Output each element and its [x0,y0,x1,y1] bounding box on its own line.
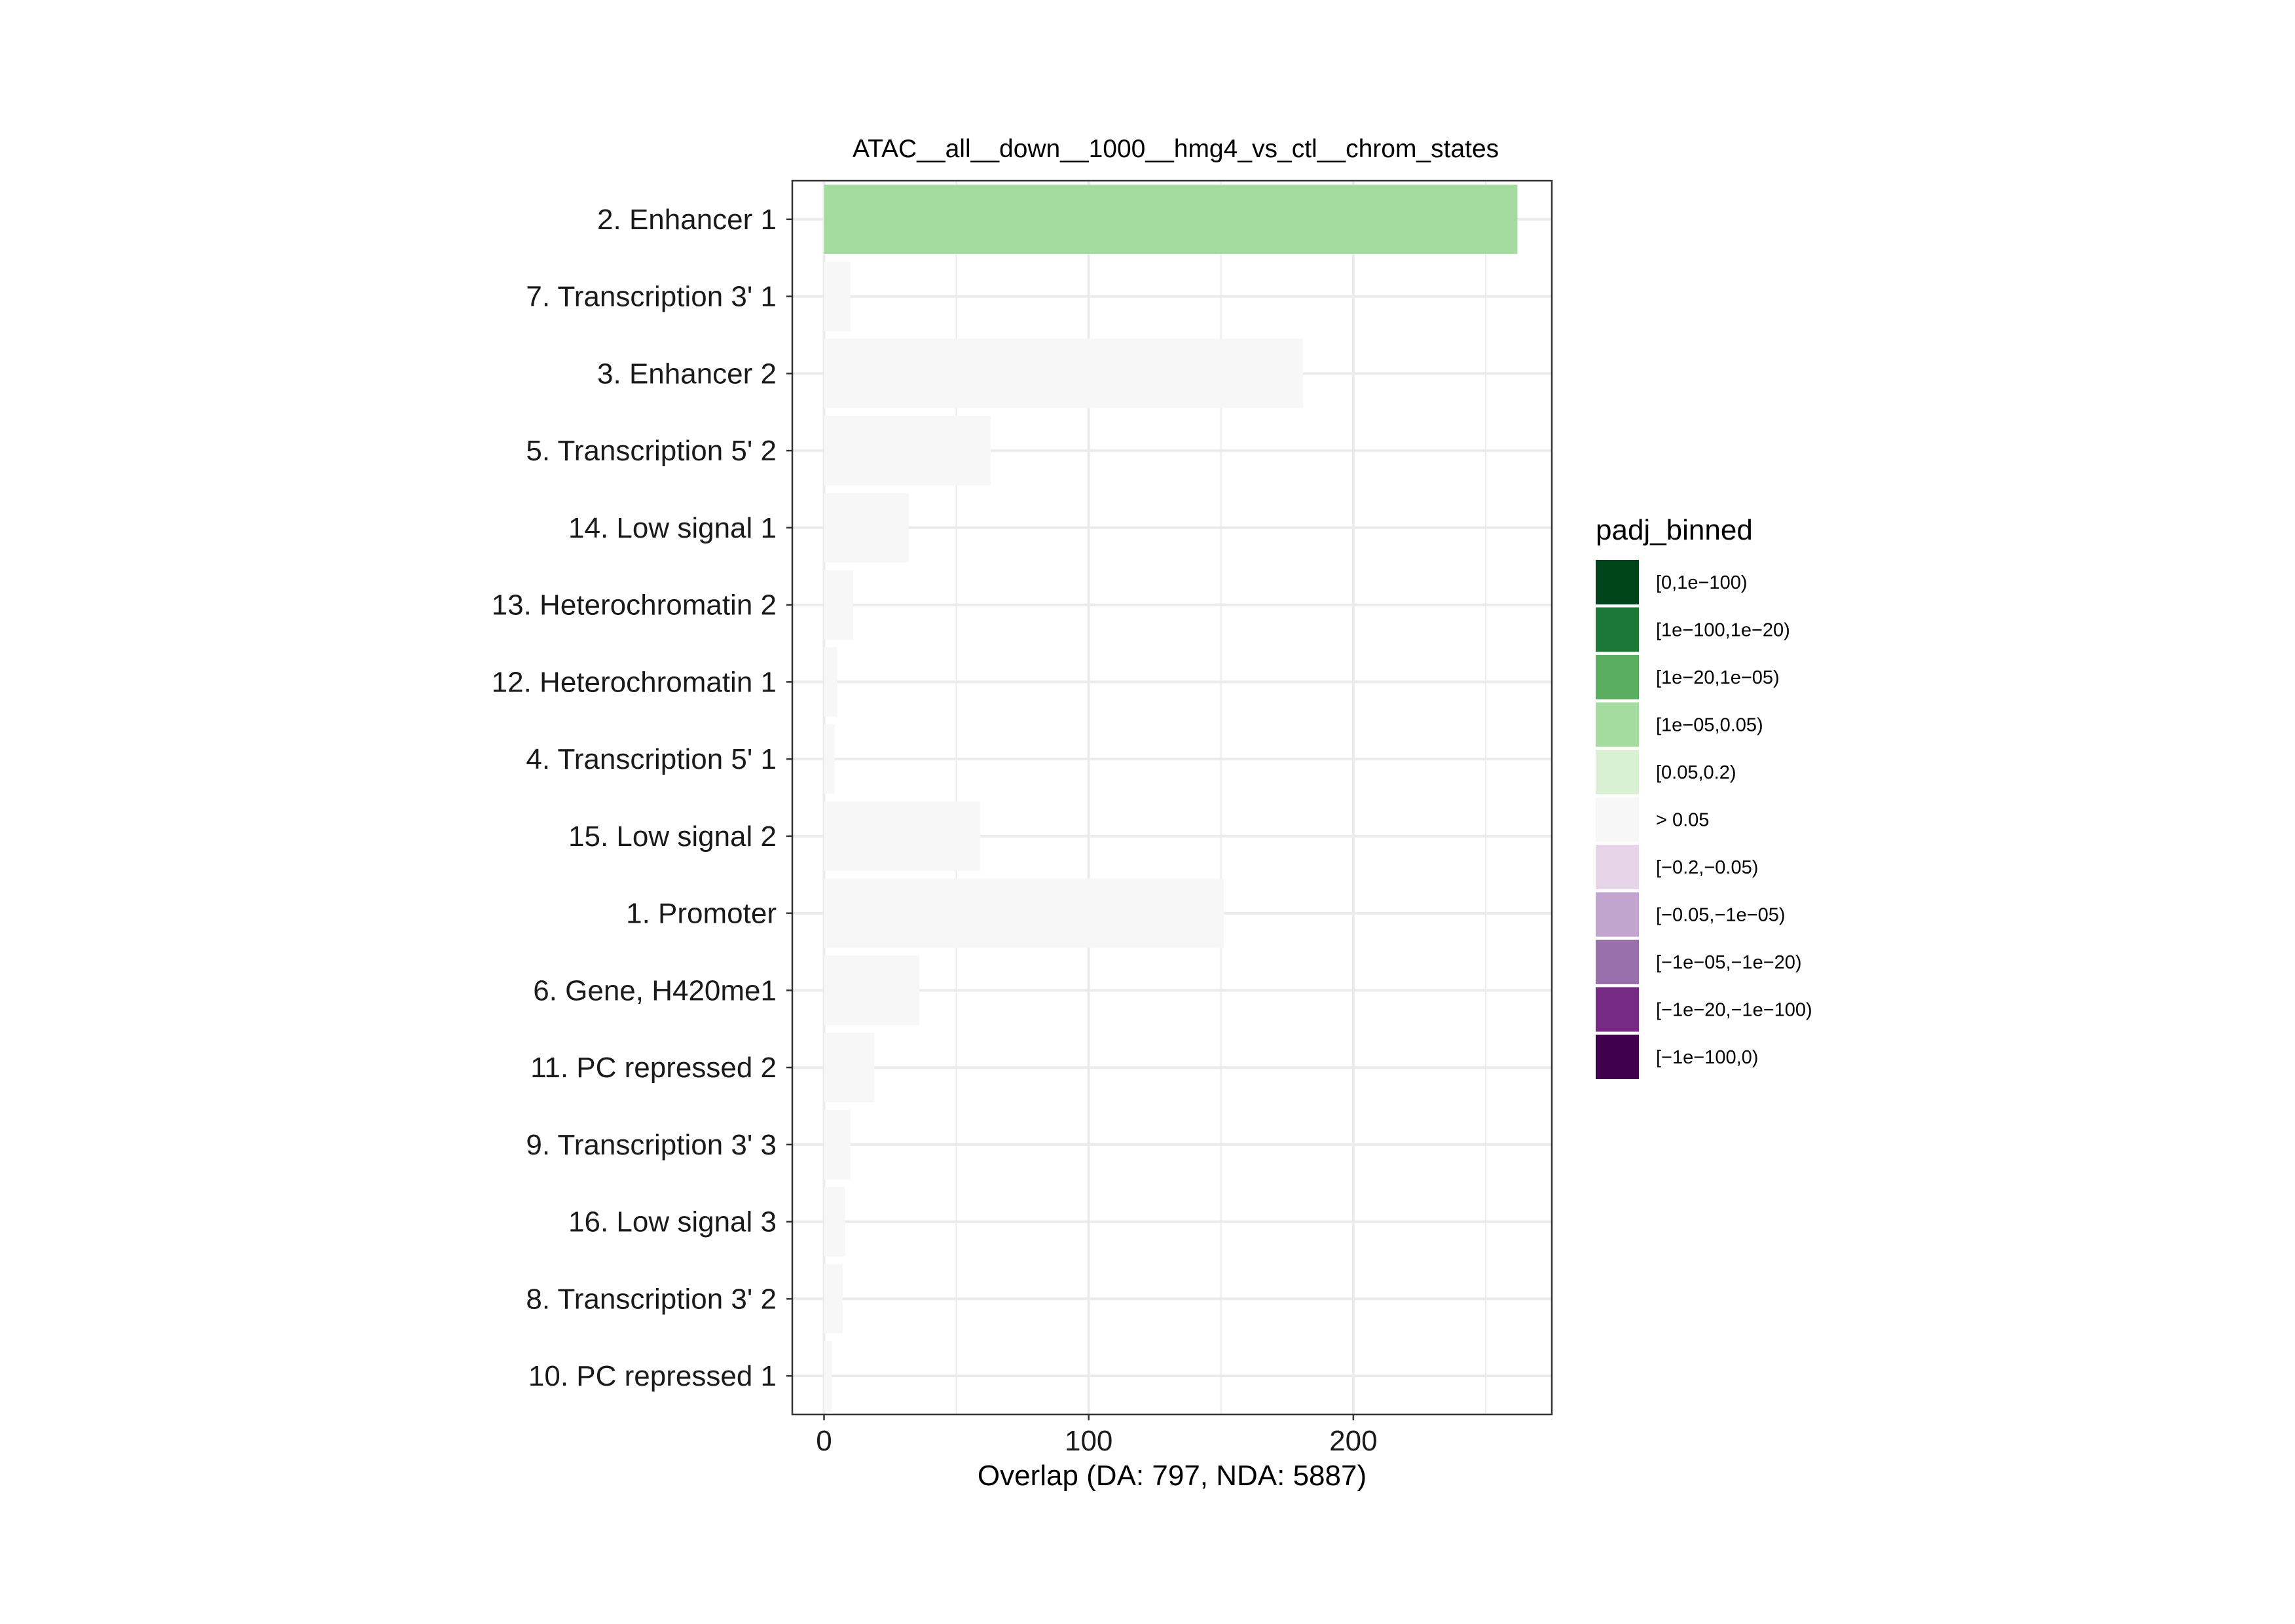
legend-label: [1e−05,0.05) [1656,715,1763,736]
bar [824,492,909,563]
y-tick-label: 15. Low signal 2 [568,821,777,853]
y-tick-label: 13. Heterochromatin 2 [492,589,777,621]
legend-label: [0,1e−100) [1656,572,1747,593]
y-tick-label: 9. Transcription 3' 3 [526,1129,777,1161]
y-tick-label: 7. Transcription 3' 1 [526,281,777,313]
y-axis: 2. Enhancer 1 7. Transcription 3' 1 3. Enh… [492,204,792,1392]
bar [824,1264,843,1334]
bar [824,878,1224,948]
y-tick-label: 6. Gene, H420me1 [533,974,777,1006]
legend-label: [0.05,0.2) [1656,762,1736,783]
y-tick-label: 4. Transcription 5' 1 [526,743,777,775]
y-tick-label: 8. Transcription 3' 2 [526,1283,777,1315]
bar [824,1033,875,1103]
legend-key [1596,987,1639,1032]
bar [824,339,1304,409]
x-tick-label: 100 [1065,1425,1112,1457]
bar [824,724,835,794]
legend-key [1596,892,1639,937]
bar [824,1109,851,1179]
legend-key [1596,607,1639,652]
bars [824,184,1518,1411]
bar [824,1187,845,1257]
legend-label: [1e−100,1e−20) [1656,620,1790,641]
legend-label: [−1e−05,−1e−20) [1656,952,1802,973]
y-tick-label: 1. Promoter [626,898,777,930]
y-tick-label: 3. Enhancer 2 [597,358,777,390]
legend-label: [−0.05,−1e−05) [1656,905,1786,926]
x-axis-title: Overlap (DA: 797, NDA: 5887) [978,1460,1367,1492]
legend-label: [1e−20,1e−05) [1656,667,1780,688]
bar [824,955,920,1025]
legend-key [1596,797,1639,842]
legend-key [1596,845,1639,889]
x-tick-label: 0 [816,1425,832,1457]
legend-label: [−0.2,−0.05) [1656,857,1758,878]
y-tick-label: 5. Transcription 5' 2 [526,435,777,467]
x-tick-label: 200 [1329,1425,1377,1457]
legend-key [1596,655,1639,699]
chart-title: ATAC__all__down__1000__hmg4_vs_ctl__chro… [853,135,1499,163]
legend-key [1596,750,1639,794]
legend-key [1596,702,1639,747]
y-tick-label: 16. Low signal 3 [568,1206,777,1238]
bar [824,801,980,871]
bar [824,570,853,640]
legend-key [1596,940,1639,984]
legend-label: [−1e−20,−1e−100) [1656,1000,1812,1021]
bar [824,1341,832,1411]
y-tick-label: 10. PC repressed 1 [528,1360,777,1392]
legend-title: padj_binned [1596,514,1753,546]
bar [824,647,837,717]
legend-label: [−1e−100,0) [1656,1047,1758,1068]
legend: padj_binned [0,1e−100) [1e−100,1e−20) [1e−… [1596,514,1812,1079]
legend-key [1596,1035,1639,1079]
y-tick-label: 14. Low signal 1 [568,512,777,544]
y-tick-label: 2. Enhancer 1 [597,204,777,236]
y-tick-label: 12. Heterochromatin 1 [492,666,777,698]
y-tick-label: 11. PC repressed 2 [530,1052,777,1084]
x-axis: 0 100 200 [816,1414,1378,1457]
bar [824,416,991,486]
legend-label: > 0.05 [1656,810,1709,831]
plot-border [791,179,1553,1416]
bar [824,184,1518,254]
bar [824,261,851,331]
legend-key [1596,560,1639,604]
